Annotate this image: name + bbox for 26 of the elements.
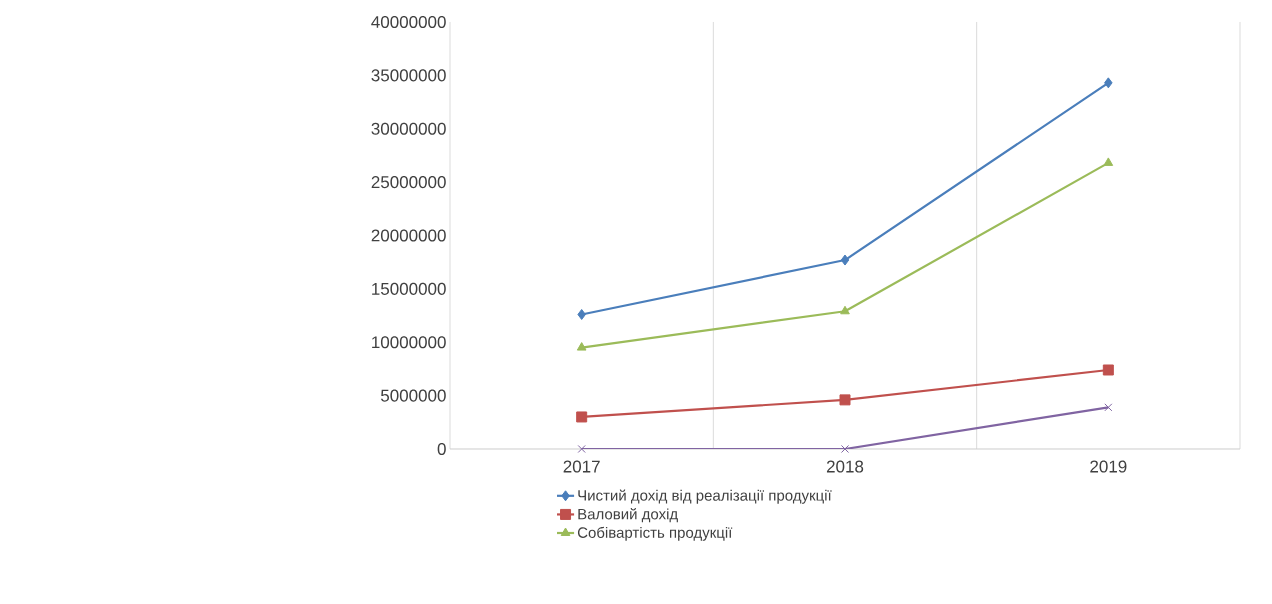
point xyxy=(840,305,850,315)
legend-label: Валовий дохід xyxy=(578,508,678,523)
point xyxy=(576,411,588,423)
y-tick-label: 25000000 xyxy=(371,176,446,189)
y-tick-label: 5000000 xyxy=(380,389,446,402)
y-tick-label: 20000000 xyxy=(371,229,446,242)
point xyxy=(577,308,586,320)
point xyxy=(1102,364,1114,376)
y-tick-label: 35000000 xyxy=(371,69,446,82)
point xyxy=(839,394,851,406)
y-tick-label: 30000000 xyxy=(371,122,446,135)
point xyxy=(1104,403,1113,412)
legend-label: Собівартість продукції xyxy=(577,526,733,541)
y-tick-label: 15000000 xyxy=(372,282,446,295)
y-tick-label: 40000000 xyxy=(371,15,446,29)
y-tick-label: 10000000 xyxy=(372,336,446,349)
x-tick-label: 2018 xyxy=(826,460,864,473)
x-tick-label: 2017 xyxy=(563,460,600,473)
x-tick-label: 2019 xyxy=(1090,460,1127,473)
point xyxy=(1103,157,1114,166)
y-tick-label: 0 xyxy=(437,442,446,456)
legend-label: Чистий дохід від реалізації продукції xyxy=(578,489,832,504)
point xyxy=(840,254,850,266)
point xyxy=(576,342,587,351)
point xyxy=(1104,77,1113,89)
point xyxy=(577,444,586,454)
